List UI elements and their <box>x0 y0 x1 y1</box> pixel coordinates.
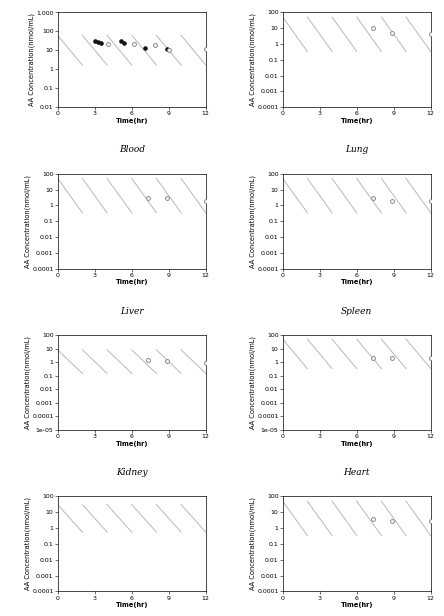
X-axis label: Time(hr): Time(hr) <box>115 118 148 124</box>
Text: Blood: Blood <box>119 145 145 154</box>
Text: Lung: Lung <box>345 145 369 154</box>
Text: Heart: Heart <box>343 468 370 477</box>
Y-axis label: AA Concentration(nmol/mL): AA Concentration(nmol/mL) <box>249 497 256 590</box>
Y-axis label: AA Concentration(nmol/mL): AA Concentration(nmol/mL) <box>249 175 256 268</box>
Y-axis label: AA Concentration(nmol/mL): AA Concentration(nmol/mL) <box>24 497 31 590</box>
Text: Liver: Liver <box>120 307 143 315</box>
X-axis label: Time(hr): Time(hr) <box>341 440 373 447</box>
X-axis label: Time(hr): Time(hr) <box>341 279 373 285</box>
Text: Spleen: Spleen <box>341 307 373 315</box>
X-axis label: Time(hr): Time(hr) <box>115 602 148 608</box>
X-axis label: Time(hr): Time(hr) <box>115 440 148 447</box>
X-axis label: Time(hr): Time(hr) <box>341 602 373 608</box>
Y-axis label: AA Concentration(nmol/mL): AA Concentration(nmol/mL) <box>249 336 256 429</box>
Y-axis label: AA Concentration(nmol/mL): AA Concentration(nmol/mL) <box>28 14 35 107</box>
Y-axis label: AA Concentration(nmol/mL): AA Concentration(nmol/mL) <box>24 336 31 429</box>
X-axis label: Time(hr): Time(hr) <box>341 118 373 124</box>
X-axis label: Time(hr): Time(hr) <box>115 279 148 285</box>
Y-axis label: AA Concentration(nmol/mL): AA Concentration(nmol/mL) <box>24 175 31 268</box>
Y-axis label: AA Concentration(nmol/mL): AA Concentration(nmol/mL) <box>249 14 256 107</box>
Text: Kidney: Kidney <box>116 468 147 477</box>
